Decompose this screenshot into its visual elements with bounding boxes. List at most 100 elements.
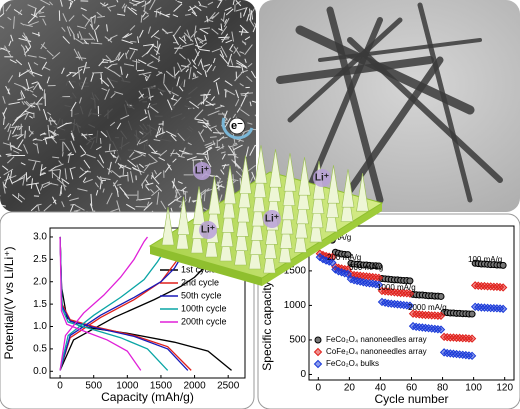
electron-path: [221, 117, 254, 140]
nanoneedle: [208, 176, 221, 215]
needle: [205, 100, 214, 106]
needle: [148, 88, 152, 101]
needle: [146, 45, 154, 55]
needle: [225, 39, 233, 44]
nanoneedle: [161, 206, 175, 246]
needle: [181, 135, 191, 145]
needle: [136, 164, 142, 176]
needle: [42, 108, 48, 121]
needle: [52, 196, 57, 205]
needle: [240, 94, 248, 97]
needle: [24, 112, 29, 120]
needle: [76, 122, 80, 133]
needle: [62, 13, 68, 22]
needle: [136, 69, 145, 72]
needle: [7, 75, 14, 83]
needle: [142, 85, 155, 90]
needle: [87, 112, 92, 117]
needle: [219, 53, 229, 65]
x-tick-label: 1000: [116, 381, 139, 392]
data-point: [437, 292, 445, 300]
needle: [79, 145, 87, 154]
needle: [139, 131, 144, 135]
needle: [94, 182, 99, 188]
needle: [232, 154, 239, 159]
needle: [180, 63, 191, 72]
needle: [188, 196, 191, 203]
needle: [209, 174, 219, 178]
needle: [176, 195, 182, 201]
needle: [46, 182, 59, 186]
needle: [116, 122, 122, 130]
needle: [153, 49, 160, 55]
needle: [191, 11, 198, 17]
needle: [239, 83, 244, 87]
needle: [213, 132, 224, 134]
needle: [59, 185, 63, 196]
needle: [119, 141, 130, 149]
needle: [6, 156, 15, 164]
needle: [197, 101, 203, 106]
needle: [211, 96, 216, 101]
needle: [4, 122, 10, 130]
needle: [38, 56, 47, 60]
needle: [20, 112, 28, 117]
needle: [119, 186, 128, 196]
needle: [5, 4, 12, 12]
needle: [20, 92, 24, 100]
needle: [143, 43, 155, 47]
needle: [20, 22, 25, 26]
needle: [12, 194, 23, 203]
needle: [112, 179, 118, 187]
needle: [155, 131, 166, 137]
needle: [80, 7, 87, 12]
needle: [42, 135, 56, 141]
needle: [151, 175, 160, 185]
needle: [223, 89, 228, 93]
needle: [185, 68, 189, 73]
legend-marker: [313, 347, 323, 357]
needle: [244, 36, 251, 41]
needle: [9, 59, 17, 64]
needle: [148, 103, 158, 107]
li-ion: [199, 221, 217, 239]
needle: [102, 58, 114, 63]
needle: [23, 32, 30, 44]
needle: [107, 64, 112, 69]
needle: [104, 36, 113, 43]
needle: [203, 93, 205, 105]
needle: [150, 30, 160, 38]
schematic: Li⁺ Li⁺ Li⁺ Li⁺ e⁻: [148, 117, 384, 286]
needle: [72, 92, 77, 99]
needle: [86, 140, 91, 146]
needle: [10, 34, 14, 42]
needle: [48, 168, 61, 172]
needle: [178, 53, 186, 60]
needle: [84, 137, 92, 143]
needle: [233, 46, 241, 57]
needle: [73, 34, 75, 40]
needle: [174, 70, 180, 77]
y-tick-label: 1.0: [33, 321, 47, 332]
needle: [40, 172, 47, 176]
needle: [220, 46, 228, 58]
needle: [245, 146, 249, 157]
data-point: [467, 351, 477, 361]
needle: [28, 159, 41, 163]
needle: [143, 143, 146, 151]
needle: [24, 85, 35, 91]
needle: [110, 63, 118, 66]
needle: [28, 131, 34, 137]
rate-label: 2000 mA/g: [408, 303, 447, 312]
needle: [214, 105, 224, 110]
needle: [208, 19, 214, 23]
needle: [142, 14, 150, 21]
needle: [157, 11, 170, 18]
needle: [167, 99, 173, 111]
needle: [30, 204, 39, 212]
needle: [149, 105, 159, 114]
needle: [5, 85, 11, 95]
needle: [131, 0, 141, 3]
needle: [40, 42, 46, 50]
needle: [51, 171, 60, 179]
